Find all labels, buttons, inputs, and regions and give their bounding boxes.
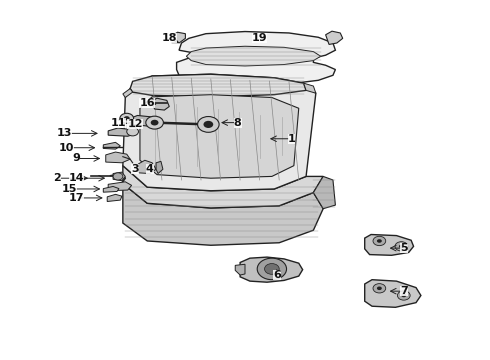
- Circle shape: [265, 264, 279, 274]
- Polygon shape: [108, 182, 132, 191]
- Polygon shape: [123, 89, 133, 98]
- Circle shape: [373, 236, 386, 246]
- Polygon shape: [151, 98, 169, 110]
- Text: 9: 9: [73, 153, 80, 163]
- Circle shape: [395, 242, 408, 251]
- Text: 16: 16: [140, 98, 155, 108]
- Polygon shape: [103, 186, 119, 192]
- Polygon shape: [123, 184, 323, 245]
- Polygon shape: [130, 116, 157, 126]
- Polygon shape: [140, 95, 299, 178]
- Circle shape: [124, 116, 130, 121]
- Polygon shape: [123, 166, 323, 208]
- Text: 3: 3: [131, 164, 139, 174]
- Circle shape: [127, 127, 139, 136]
- Polygon shape: [139, 160, 156, 174]
- Polygon shape: [130, 74, 306, 97]
- Polygon shape: [103, 142, 121, 149]
- Text: 13: 13: [56, 129, 72, 138]
- Text: 10: 10: [59, 143, 74, 153]
- Circle shape: [397, 291, 410, 300]
- Circle shape: [113, 173, 123, 180]
- Polygon shape: [365, 234, 414, 255]
- Polygon shape: [186, 46, 321, 66]
- Circle shape: [197, 117, 219, 132]
- Polygon shape: [107, 194, 122, 202]
- Polygon shape: [240, 257, 303, 282]
- Text: 14: 14: [69, 173, 84, 183]
- Circle shape: [120, 113, 134, 123]
- Circle shape: [401, 294, 406, 297]
- Polygon shape: [106, 152, 130, 163]
- Text: 12: 12: [127, 120, 143, 129]
- Polygon shape: [304, 83, 316, 93]
- Polygon shape: [235, 264, 245, 275]
- Polygon shape: [172, 32, 185, 43]
- Text: 18: 18: [162, 33, 177, 43]
- Text: 6: 6: [273, 270, 281, 280]
- Polygon shape: [108, 128, 137, 136]
- Circle shape: [377, 239, 382, 243]
- Text: 11: 11: [110, 118, 126, 128]
- Text: 17: 17: [69, 193, 84, 203]
- Text: 2: 2: [53, 173, 61, 183]
- Circle shape: [146, 116, 163, 129]
- Circle shape: [203, 121, 213, 128]
- Circle shape: [257, 258, 287, 280]
- Text: 19: 19: [252, 33, 268, 43]
- Polygon shape: [176, 32, 335, 85]
- Polygon shape: [326, 31, 343, 44]
- Polygon shape: [156, 161, 163, 174]
- Circle shape: [377, 287, 382, 290]
- Text: 15: 15: [61, 184, 77, 194]
- Polygon shape: [113, 172, 125, 181]
- Polygon shape: [365, 280, 421, 307]
- Polygon shape: [314, 176, 335, 209]
- Text: 1: 1: [288, 134, 295, 144]
- Text: 8: 8: [234, 118, 242, 128]
- Circle shape: [151, 120, 159, 126]
- Text: 7: 7: [400, 286, 408, 296]
- Text: 4: 4: [146, 164, 154, 174]
- Text: 5: 5: [400, 243, 408, 253]
- Circle shape: [373, 284, 386, 293]
- Circle shape: [399, 244, 404, 248]
- Polygon shape: [123, 74, 316, 191]
